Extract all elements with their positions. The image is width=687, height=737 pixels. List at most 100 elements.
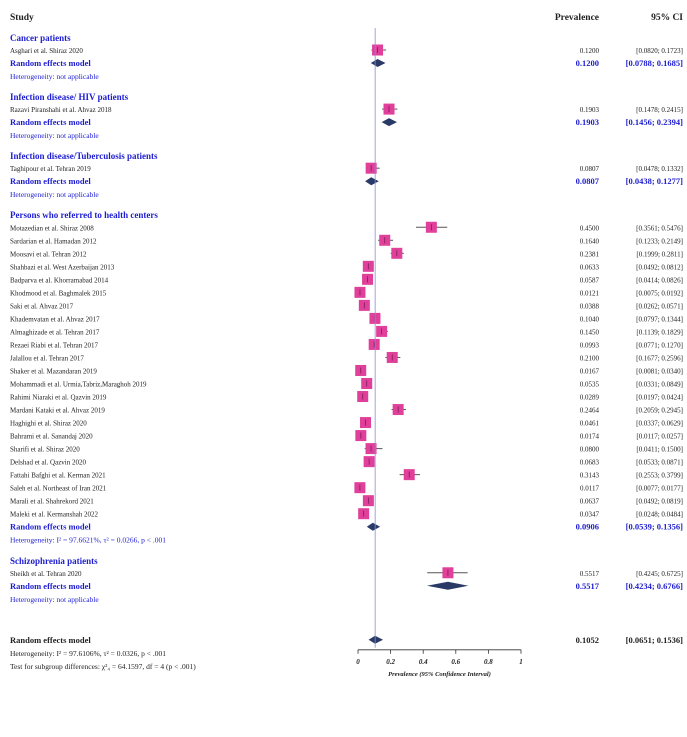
- study-name: Khodmood et al. Baghmalek 2015: [10, 289, 107, 297]
- pooled-ci: [0.1456; 0.2394]: [626, 117, 684, 127]
- study-prevalence: 0.0535: [580, 381, 600, 389]
- study-ci: [0.0075; 0.0192]: [636, 289, 683, 297]
- study-name: Badparva et al. Khorramabad 2014: [10, 276, 109, 284]
- study-name: Almaghizade et al. Tehran 2017: [10, 328, 100, 336]
- study-ci: [0.0117; 0.0257]: [636, 433, 683, 441]
- group-title: Schizophrenia patients: [10, 556, 98, 566]
- study-prevalence: 0.0807: [580, 165, 600, 173]
- study-prevalence: 0.2464: [580, 407, 600, 415]
- group-title: Infection disease/ HIV patients: [10, 92, 129, 102]
- study-ci: [0.0797; 0.1344]: [636, 315, 683, 323]
- heterogeneity: Heterogeneity: not applicable: [10, 595, 99, 604]
- pooled-label: Random effects model: [10, 117, 91, 127]
- study-prevalence: 0.1200: [580, 47, 600, 55]
- x-tick-label: 0.2: [386, 658, 395, 666]
- study-ci: [0.1478; 0.2415]: [636, 106, 683, 114]
- study-ci: [0.0492; 0.0812]: [636, 263, 683, 271]
- study-ci: [0.0197; 0.0424]: [636, 394, 683, 402]
- header-study: Study: [10, 13, 34, 23]
- study-ci: [0.0414; 0.0826]: [636, 276, 683, 284]
- study-ci: [0.0771; 0.1270]: [636, 341, 683, 349]
- pooled-label: Random effects model: [10, 581, 91, 591]
- study-prevalence: 0.0461: [580, 420, 600, 428]
- study-name: Asghari et al. Shiraz 2020: [10, 47, 83, 55]
- study-name: Shaker et al. Mazandaran 2019: [10, 367, 97, 375]
- x-tick-label: 0: [356, 658, 360, 666]
- study-name: Razavi Piranshahi et al. Ahvaz 2018: [10, 106, 112, 114]
- study-prevalence: 0.0121: [580, 289, 600, 297]
- study-ci: [0.0081; 0.0340]: [636, 367, 683, 375]
- study-name: Fattahi Bafghi et al. Kerman 2021: [10, 472, 106, 480]
- study-ci: [0.1139; 0.1829]: [636, 328, 683, 336]
- study-name: Delshad et al. Qazvin 2020: [10, 459, 87, 467]
- overall-label: Random effects model: [10, 635, 91, 645]
- study-name: Maleki et al. Kermanshah 2022: [10, 511, 99, 519]
- pooled-label: Random effects model: [10, 522, 91, 532]
- study-prevalence: 0.0993: [580, 341, 600, 349]
- study-ci: [0.4245; 0.6725]: [636, 570, 683, 578]
- x-tick-label: 0.8: [484, 658, 493, 666]
- pooled-diamond: [370, 59, 386, 67]
- study-ci: [0.0248; 0.0484]: [636, 511, 683, 519]
- heterogeneity: Heterogeneity: I² = 97.6621%, τ² = 0.026…: [10, 536, 166, 545]
- pooled-diamond: [366, 522, 381, 531]
- study-prevalence: 0.1040: [580, 315, 600, 323]
- overall-ci: [0.0651; 0.1536]: [626, 635, 684, 645]
- study-prevalence: 0.1450: [580, 328, 600, 336]
- study-ci: [0.0478; 0.1332]: [636, 165, 683, 173]
- study-prevalence: 0.3143: [580, 472, 600, 480]
- study-name: Mohammadi et al. Urmia,Tabriz,Maraghoh 2…: [10, 381, 147, 389]
- study-name: Sardarian et al. Hamadan 2012: [10, 237, 97, 245]
- study-prevalence: 0.0167: [580, 367, 600, 375]
- pooled-prevalence: 0.0807: [576, 176, 600, 186]
- study-prevalence: 0.0633: [580, 263, 600, 271]
- study-name: Khademvatan et al. Ahvaz 2017: [10, 315, 100, 323]
- study-ci: [0.0331; 0.0849]: [636, 381, 683, 389]
- study-ci: [0.0820; 0.1723]: [636, 47, 683, 55]
- pooled-label: Random effects model: [10, 58, 91, 68]
- study-prevalence: 0.1640: [580, 237, 600, 245]
- study-prevalence: 0.2100: [580, 354, 600, 362]
- study-prevalence: 0.0587: [580, 276, 600, 284]
- group-title: Infection disease/Tuberculosis patients: [10, 151, 158, 161]
- study-prevalence: 0.0637: [580, 498, 600, 506]
- study-name: Taghipour et al. Tehran 2019: [10, 165, 91, 173]
- study-ci: [0.0262; 0.0571]: [636, 302, 683, 310]
- pooled-label: Random effects model: [10, 176, 91, 186]
- pooled-prevalence: 0.0906: [576, 522, 599, 532]
- pooled-diamond: [427, 581, 469, 590]
- study-prevalence: 0.0289: [580, 394, 600, 402]
- study-prevalence: 0.0347: [580, 511, 600, 519]
- study-name: Moosavi et al. Tehran 2012: [10, 250, 87, 258]
- group-title: Persons who referred to health centers: [10, 210, 158, 220]
- heterogeneity: Heterogeneity: not applicable: [10, 190, 99, 199]
- study-ci: [0.1677; 0.2596]: [636, 354, 683, 362]
- pooled-prevalence: 0.5517: [576, 581, 600, 591]
- subgroup-test: Test for subgroup differences: χ²₄ = 64.…: [10, 662, 196, 671]
- pooled-ci: [0.0788; 0.1685]: [626, 58, 684, 68]
- study-ci: [0.3561; 0.5476]: [636, 224, 683, 232]
- study-prevalence: 0.5517: [580, 570, 600, 578]
- study-name: Sharifi et al. Shiraz 2020: [10, 446, 80, 454]
- study-name: Motazedian et al. Shiraz 2008: [10, 224, 94, 232]
- pooled-ci: [0.0438; 0.1277]: [626, 176, 684, 186]
- study-ci: [0.0337; 0.0629]: [636, 420, 683, 428]
- header-prevalence: Prevalence: [555, 13, 599, 23]
- study-name: Bahrami et al. Sanandaj 2020: [10, 433, 93, 441]
- pooled-prevalence: 0.1200: [576, 58, 599, 68]
- study-name: Sheikh et al. Tehran 2020: [10, 570, 82, 578]
- study-ci: [0.2553; 0.3799]: [636, 472, 683, 480]
- heterogeneity: Heterogeneity: not applicable: [10, 131, 99, 140]
- heterogeneity: Heterogeneity: not applicable: [10, 72, 99, 81]
- study-name: Shahbazi et al. West Azerbaijan 2013: [10, 263, 115, 271]
- x-tick-label: 0.6: [451, 658, 460, 666]
- study-prevalence: 0.0683: [580, 459, 600, 467]
- study-name: Jalallou et al. Tehran 2017: [10, 354, 84, 362]
- pooled-diamond: [381, 118, 397, 127]
- study-name: Rahimi Niaraki et al. Qazvin 2019: [10, 394, 107, 402]
- study-ci: [0.0077; 0.0177]: [636, 485, 683, 493]
- x-axis-label: Prevalence (95% Confidence Interval): [388, 671, 491, 678]
- study-name: Saleh et al. Northeast of Iran 2021: [10, 485, 107, 493]
- x-tick-label: 1: [519, 658, 523, 666]
